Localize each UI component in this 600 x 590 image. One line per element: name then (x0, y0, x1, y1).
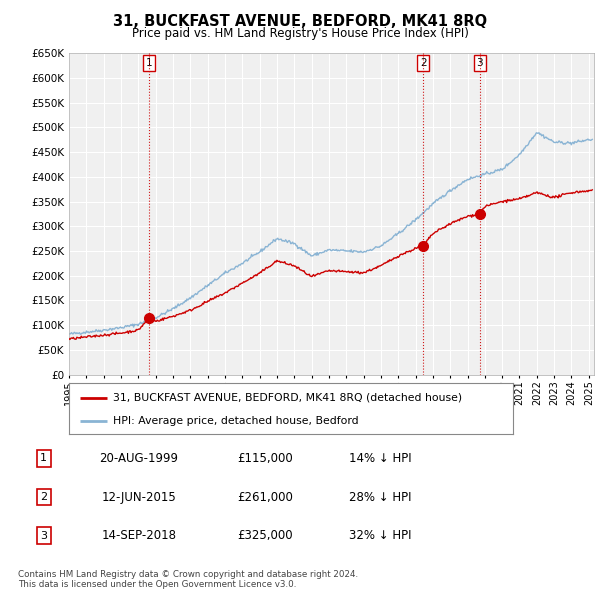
Text: £115,000: £115,000 (238, 452, 293, 465)
Text: 14% ↓ HPI: 14% ↓ HPI (349, 452, 412, 465)
Text: 3: 3 (40, 531, 47, 541)
Text: Price paid vs. HM Land Registry's House Price Index (HPI): Price paid vs. HM Land Registry's House … (131, 27, 469, 40)
Text: 1: 1 (40, 453, 47, 463)
Text: HPI: Average price, detached house, Bedford: HPI: Average price, detached house, Bedf… (113, 416, 359, 426)
Text: Contains HM Land Registry data © Crown copyright and database right 2024.
This d: Contains HM Land Registry data © Crown c… (18, 570, 358, 589)
Text: 31, BUCKFAST AVENUE, BEDFORD, MK41 8RQ (detached house): 31, BUCKFAST AVENUE, BEDFORD, MK41 8RQ (… (113, 392, 463, 402)
Text: 1: 1 (146, 58, 152, 68)
Text: £325,000: £325,000 (238, 529, 293, 542)
Text: 20-AUG-1999: 20-AUG-1999 (99, 452, 178, 465)
Text: 2: 2 (40, 492, 47, 502)
Text: 28% ↓ HPI: 28% ↓ HPI (349, 490, 412, 504)
Text: 12-JUN-2015: 12-JUN-2015 (101, 490, 176, 504)
Text: 32% ↓ HPI: 32% ↓ HPI (349, 529, 412, 542)
Text: 2: 2 (420, 58, 427, 68)
Text: 31, BUCKFAST AVENUE, BEDFORD, MK41 8RQ: 31, BUCKFAST AVENUE, BEDFORD, MK41 8RQ (113, 14, 487, 28)
Text: £261,000: £261,000 (238, 490, 293, 504)
Text: 3: 3 (476, 58, 483, 68)
Text: 14-SEP-2018: 14-SEP-2018 (101, 529, 176, 542)
